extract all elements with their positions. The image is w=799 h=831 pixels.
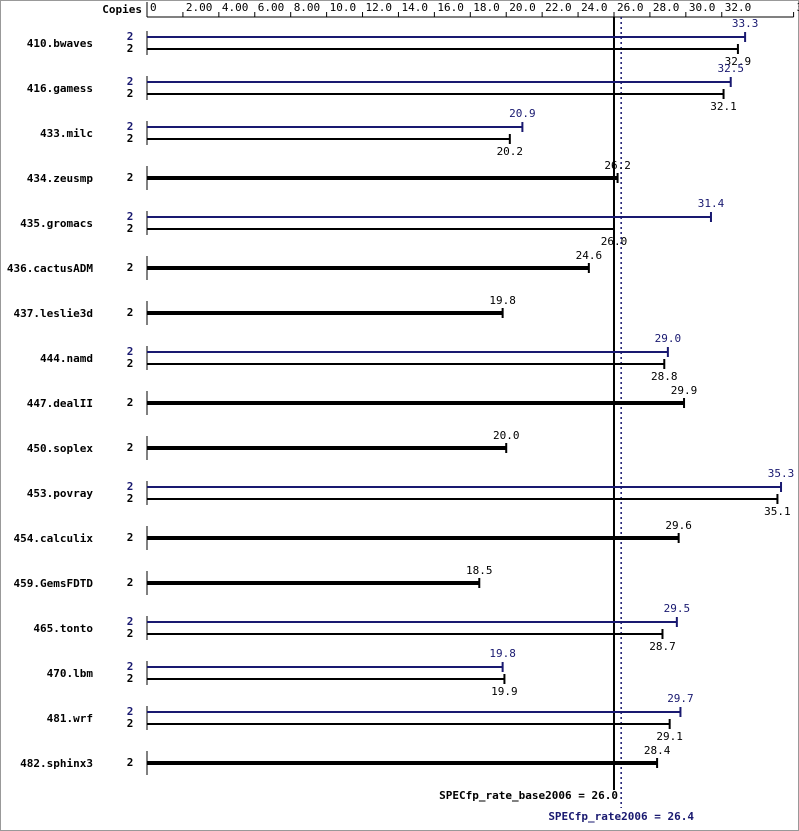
value-label: 19.9 bbox=[491, 685, 518, 698]
x-tick-label: 16.0 bbox=[437, 1, 464, 14]
value-label: 33.3 bbox=[732, 17, 759, 30]
value-label: 19.8 bbox=[489, 294, 516, 307]
copies-label: 2 bbox=[127, 30, 134, 43]
x-tick-label: 6.00 bbox=[258, 1, 285, 14]
copies-label: 2 bbox=[127, 222, 134, 235]
value-label: 29.5 bbox=[664, 602, 691, 615]
value-label: 28.8 bbox=[651, 370, 678, 383]
x-tick-label: 10.0 bbox=[330, 1, 357, 14]
benchmark-label: 434.zeusmp bbox=[27, 172, 94, 185]
copies-label: 2 bbox=[127, 627, 134, 640]
benchmark-label: 433.milc bbox=[40, 127, 93, 140]
value-label: 32.9 bbox=[725, 55, 752, 68]
x-tick-label: 26.0 bbox=[617, 1, 644, 14]
value-label: 29.9 bbox=[671, 384, 698, 397]
value-label: 20.0 bbox=[493, 429, 520, 442]
copies-label: 2 bbox=[127, 492, 134, 505]
benchmark-label: 410.bwaves bbox=[27, 37, 93, 50]
benchmark-label: 444.namd bbox=[40, 352, 93, 365]
value-label: 26.0 bbox=[601, 235, 628, 248]
copies-label: 2 bbox=[127, 660, 134, 673]
copies-label: 2 bbox=[127, 87, 134, 100]
value-label: 28.7 bbox=[649, 640, 676, 653]
benchmark-label: 437.leslie3d bbox=[14, 307, 93, 320]
value-label: 28.4 bbox=[644, 744, 671, 757]
benchmark-label: 482.sphinx3 bbox=[20, 757, 93, 770]
value-label: 35.3 bbox=[768, 467, 795, 480]
benchmark-label: 454.calculix bbox=[14, 532, 94, 545]
value-label: 20.2 bbox=[497, 145, 524, 158]
copies-label: 2 bbox=[127, 75, 134, 88]
value-label: 29.7 bbox=[667, 692, 694, 705]
x-tick-label: 14.0 bbox=[401, 1, 428, 14]
x-tick-label: 28.0 bbox=[653, 1, 680, 14]
x-tick-label: 36.0 bbox=[797, 1, 799, 14]
copies-label: 2 bbox=[127, 576, 134, 589]
benchmark-label: 453.povray bbox=[27, 487, 94, 500]
value-label: 29.0 bbox=[655, 332, 682, 345]
value-label: 31.4 bbox=[698, 197, 725, 210]
x-tick-label: 0 bbox=[150, 1, 157, 14]
value-label: 32.5 bbox=[717, 62, 744, 75]
x-tick-label: 2.00 bbox=[186, 1, 213, 14]
benchmark-label: 465.tonto bbox=[33, 622, 93, 635]
x-tick-label: 30.0 bbox=[689, 1, 716, 14]
x-tick-label: 8.00 bbox=[294, 1, 321, 14]
value-label: 29.1 bbox=[656, 730, 683, 743]
copies-label: 2 bbox=[127, 531, 134, 544]
reference-label: SPECfp_rate2006 = 26.4 bbox=[548, 810, 694, 823]
value-label: 24.6 bbox=[576, 249, 603, 262]
value-label: 32.1 bbox=[710, 100, 737, 113]
x-tick-label: 24.0 bbox=[581, 1, 608, 14]
x-tick-label: 4.00 bbox=[222, 1, 249, 14]
x-tick-label: 20.0 bbox=[509, 1, 536, 14]
value-label: 26.2 bbox=[604, 159, 631, 172]
benchmark-label: 450.soplex bbox=[27, 442, 94, 455]
reference-label: SPECfp_rate_base2006 = 26.0 bbox=[439, 789, 618, 802]
value-label: 20.9 bbox=[509, 107, 536, 120]
benchmark-label: 435.gromacs bbox=[20, 217, 93, 230]
copies-label: 2 bbox=[127, 717, 134, 730]
copies-label: 2 bbox=[127, 705, 134, 718]
copies-header: Copies bbox=[102, 3, 142, 16]
copies-label: 2 bbox=[127, 261, 134, 274]
copies-label: 2 bbox=[127, 396, 134, 409]
benchmark-label: 459.GemsFDTD bbox=[14, 577, 94, 590]
copies-label: 2 bbox=[127, 480, 134, 493]
copies-label: 2 bbox=[127, 345, 134, 358]
x-tick-label: 18.0 bbox=[473, 1, 500, 14]
benchmark-label: 416.gamess bbox=[27, 82, 93, 95]
copies-label: 2 bbox=[127, 672, 134, 685]
x-tick-label: 32.0 bbox=[725, 1, 752, 14]
copies-label: 2 bbox=[127, 120, 134, 133]
value-label: 18.5 bbox=[466, 564, 493, 577]
copies-label: 2 bbox=[127, 132, 134, 145]
copies-label: 2 bbox=[127, 357, 134, 370]
value-label: 35.1 bbox=[764, 505, 791, 518]
benchmark-label: 470.lbm bbox=[47, 667, 94, 680]
copies-label: 2 bbox=[127, 306, 134, 319]
benchmark-label: 436.cactusADM bbox=[7, 262, 93, 275]
x-tick-label: 12.0 bbox=[366, 1, 393, 14]
copies-label: 2 bbox=[127, 42, 134, 55]
benchmark-label: 481.wrf bbox=[47, 712, 93, 725]
benchmark-label: 447.dealII bbox=[27, 397, 93, 410]
copies-label: 2 bbox=[127, 615, 134, 628]
copies-label: 2 bbox=[127, 171, 134, 184]
value-label: 19.8 bbox=[489, 647, 516, 660]
value-label: 29.6 bbox=[665, 519, 692, 532]
copies-label: 2 bbox=[127, 210, 134, 223]
copies-label: 2 bbox=[127, 756, 134, 769]
copies-label: 2 bbox=[127, 441, 134, 454]
x-tick-label: 22.0 bbox=[545, 1, 572, 14]
